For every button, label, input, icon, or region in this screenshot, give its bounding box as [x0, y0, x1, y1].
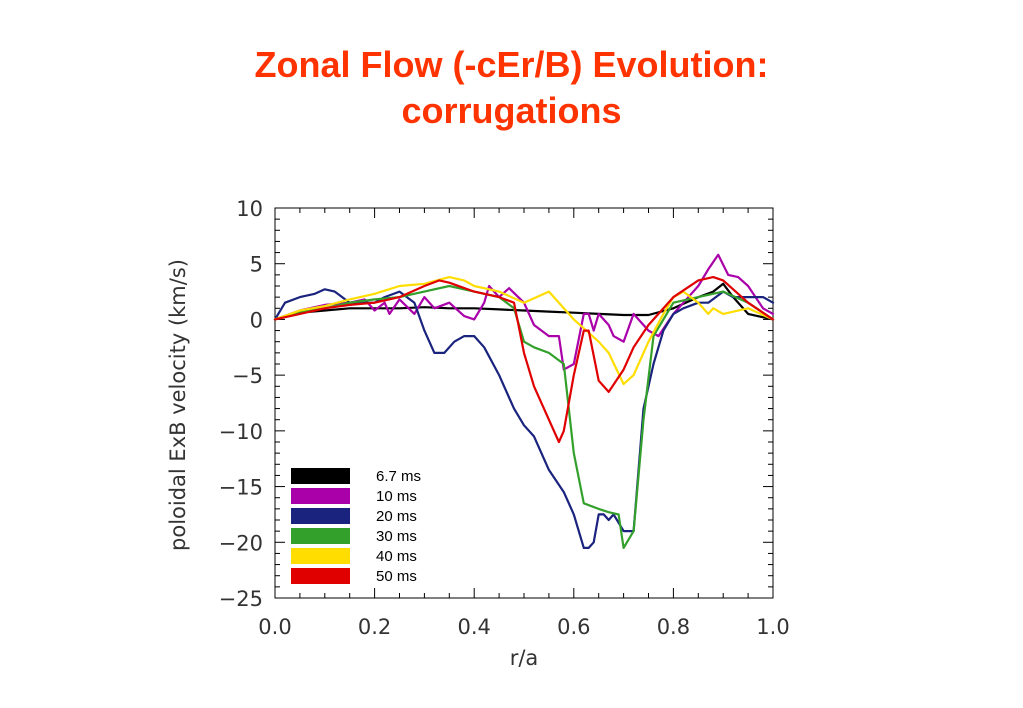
x-tick-label: 0.6 — [557, 615, 590, 639]
x-tick-label: 0.8 — [657, 615, 690, 639]
legend-swatch — [291, 468, 350, 484]
y-axis-label: poloidal ExB velocity (km/s) — [166, 259, 190, 551]
legend-label: 50 ms — [376, 568, 417, 585]
series-line-5 — [273, 276, 775, 444]
axis-ticks — [274, 207, 774, 599]
x-tick-labels: 0.0 0.2 0.4 0.6 0.8 1.0 — [258, 615, 789, 639]
y-tick-labels: 10 5 0 −5 −10 −15 −20 −25 — [219, 197, 263, 611]
x-axis-label: r/a — [510, 646, 539, 670]
legend-label: 30 ms — [376, 528, 417, 545]
legend-swatch — [291, 548, 350, 564]
y-tick-label: −20 — [219, 531, 263, 555]
y-tick-label: −5 — [232, 364, 263, 388]
y-tick-label: 10 — [236, 197, 263, 221]
series-line-1 — [273, 253, 775, 371]
legend-swatch — [291, 508, 350, 524]
series-line-0 — [273, 282, 775, 321]
legend-label: 40 ms — [376, 548, 417, 565]
legend-label: 6.7 ms — [376, 468, 421, 485]
x-tick-label: 0.0 — [258, 615, 291, 639]
slide-title: Zonal Flow (-cEr/B) Evolution: corrugati… — [0, 42, 1023, 134]
slide-title-line-1: Zonal Flow (-cEr/B) Evolution: — [254, 44, 769, 85]
series-lines — [273, 253, 775, 550]
legend: 6.7 ms 10 ms 20 ms 30 ms 40 ms 50 ms — [291, 468, 421, 585]
legend-label: 10 ms — [376, 488, 417, 505]
y-tick-label: 0 — [250, 308, 263, 332]
y-tick-label: −15 — [219, 476, 263, 500]
legend-swatch — [291, 568, 350, 584]
x-tick-label: 1.0 — [756, 615, 789, 639]
legend-swatch — [291, 488, 350, 504]
series-line-4 — [273, 276, 775, 386]
x-tick-label: 0.4 — [457, 615, 490, 639]
legend-label: 20 ms — [376, 508, 417, 525]
y-tick-label: 5 — [250, 253, 263, 277]
slide-title-line-2: corrugations — [401, 90, 622, 131]
legend-swatch — [291, 528, 350, 544]
x-tick-label: 0.2 — [358, 615, 391, 639]
y-tick-label: −25 — [219, 587, 263, 611]
y-tick-label: −10 — [219, 420, 263, 444]
